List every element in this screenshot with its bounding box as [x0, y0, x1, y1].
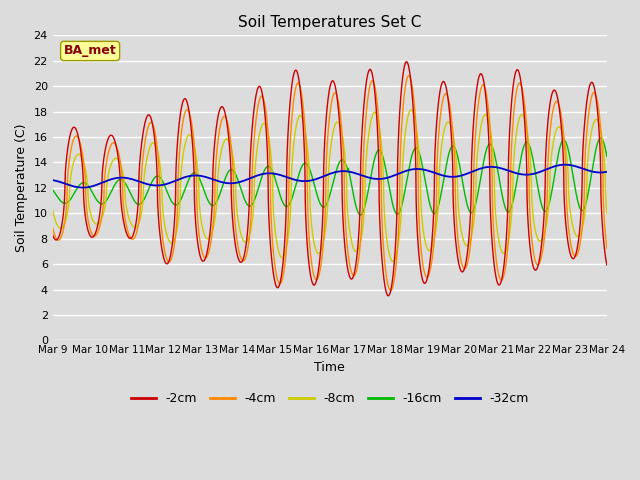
-8cm: [603, 209, 611, 215]
Y-axis label: Soil Temperature (C): Soil Temperature (C): [15, 124, 28, 252]
Line: -16cm: -16cm: [52, 138, 607, 215]
-32cm: [561, 162, 569, 168]
-8cm: [551, 133, 559, 139]
-2cm: [551, 87, 559, 93]
Line: -2cm: -2cm: [52, 62, 607, 296]
-4cm: [551, 101, 559, 107]
-2cm: [204, 248, 211, 253]
Line: -8cm: -8cm: [52, 110, 607, 262]
-16cm: [394, 211, 401, 217]
-2cm: [603, 262, 611, 267]
-4cm: [603, 246, 611, 252]
-2cm: [403, 59, 410, 65]
-16cm: [603, 153, 611, 158]
-32cm: [79, 185, 86, 191]
-4cm: [394, 243, 401, 249]
-16cm: [603, 154, 611, 159]
-16cm: [550, 173, 558, 179]
-4cm: [603, 244, 611, 250]
Title: Soil Temperatures Set C: Soil Temperatures Set C: [238, 15, 422, 30]
-8cm: [49, 207, 56, 213]
Text: BA_met: BA_met: [64, 45, 116, 58]
-16cm: [204, 196, 211, 202]
Line: -4cm: -4cm: [52, 75, 607, 290]
-2cm: [168, 248, 175, 253]
-8cm: [204, 236, 211, 242]
-16cm: [168, 198, 175, 204]
-8cm: [603, 211, 611, 216]
-32cm: [603, 169, 611, 175]
-8cm: [389, 259, 397, 264]
-2cm: [385, 293, 392, 299]
-32cm: [603, 169, 611, 175]
-8cm: [168, 240, 175, 246]
-4cm: [387, 288, 394, 293]
-8cm: [407, 107, 415, 113]
Legend: -2cm, -4cm, -8cm, -16cm, -32cm: -2cm, -4cm, -8cm, -16cm, -32cm: [125, 387, 534, 410]
-4cm: [405, 72, 413, 78]
-32cm: [550, 164, 558, 169]
-16cm: [49, 187, 56, 193]
-8cm: [394, 245, 401, 251]
-4cm: [204, 253, 211, 259]
-32cm: [384, 175, 392, 180]
-4cm: [168, 256, 175, 262]
-16cm: [384, 178, 392, 183]
-4cm: [49, 225, 56, 230]
-32cm: [168, 180, 175, 185]
-16cm: [597, 135, 605, 141]
Line: -32cm: -32cm: [52, 165, 607, 188]
-16cm: [356, 212, 364, 218]
-32cm: [394, 171, 401, 177]
X-axis label: Time: Time: [314, 361, 345, 374]
-4cm: [384, 281, 392, 287]
-2cm: [603, 262, 611, 268]
-32cm: [204, 175, 211, 180]
-2cm: [49, 232, 56, 238]
-2cm: [384, 293, 392, 299]
-2cm: [394, 159, 401, 165]
-32cm: [49, 177, 56, 183]
-8cm: [384, 244, 392, 250]
